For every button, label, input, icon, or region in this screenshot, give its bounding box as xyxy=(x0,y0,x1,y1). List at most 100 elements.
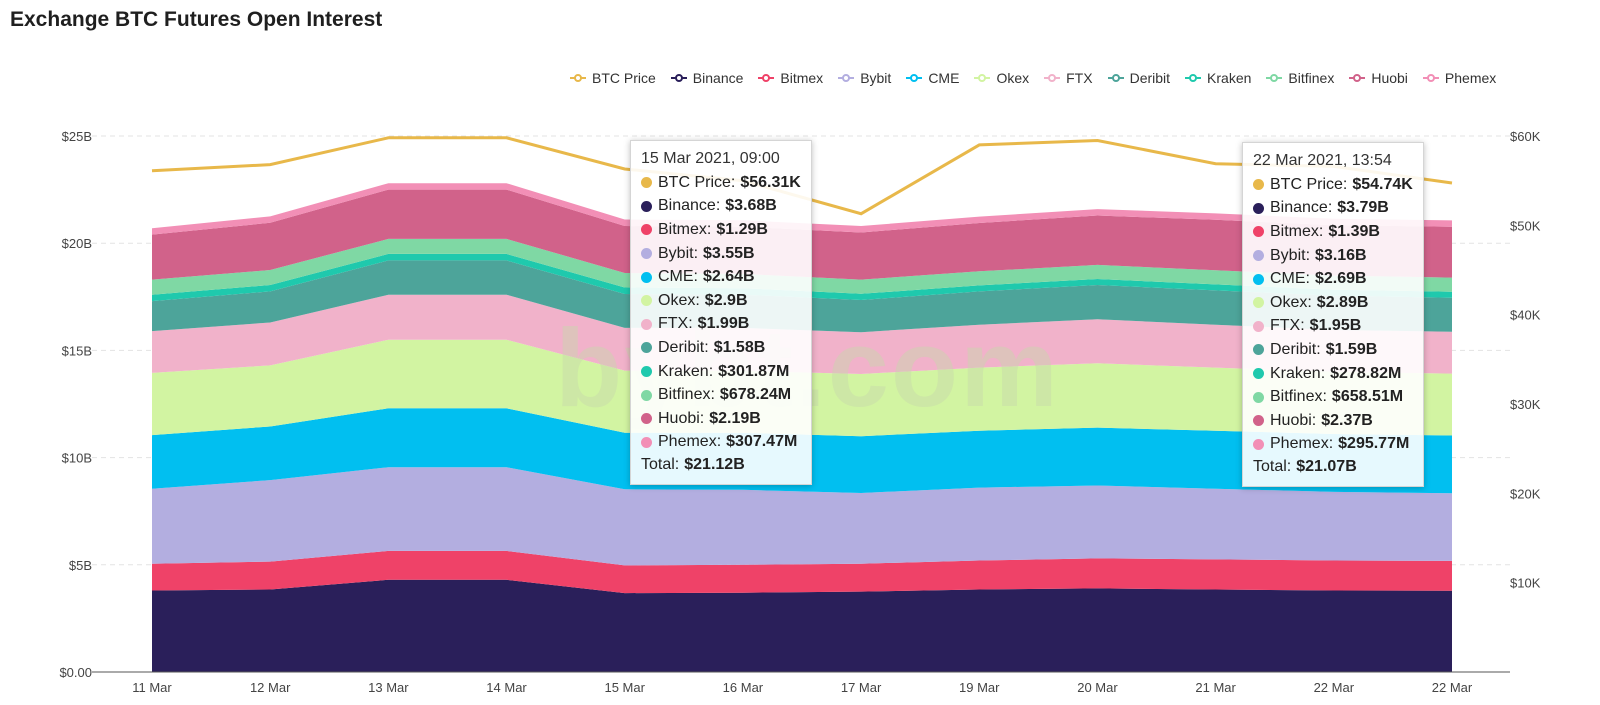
tooltip-series-value: $1.58B xyxy=(713,338,766,356)
tooltip-series-name: Binance: xyxy=(658,197,721,215)
tooltip-series-name: Bybit: xyxy=(658,244,699,262)
tooltip-series-value: $3.55B xyxy=(703,244,755,262)
tooltip-row: CME: $2.64B xyxy=(641,265,801,289)
tooltip-row: Binance: $3.68B xyxy=(641,195,801,219)
tooltip-header: 15 Mar 2021, 09:00 xyxy=(641,150,780,167)
legend-label: Kraken xyxy=(1207,70,1252,86)
tooltip-series-value: $1.99B xyxy=(697,315,750,333)
series-dot-icon xyxy=(1253,391,1264,403)
tooltip-series-value: $3.16B xyxy=(1315,246,1367,264)
legend-item-bitfinex[interactable]: Bitfinex xyxy=(1266,68,1334,88)
tooltip-series-value: $54.74K xyxy=(1352,175,1413,193)
area-bitmex xyxy=(152,550,1452,594)
series-dot-icon xyxy=(641,224,652,236)
legend-swatch-icon xyxy=(838,74,855,82)
x-tick-label: 17 Mar xyxy=(841,680,882,695)
legend-item-huobi[interactable]: Huobi xyxy=(1349,68,1408,88)
tooltip-series-name: Huobi: xyxy=(658,409,705,427)
tooltip-series-value: $1.29B xyxy=(716,220,768,238)
series-dot-icon xyxy=(1253,344,1264,356)
tooltip-series-name: Bybit: xyxy=(1270,246,1311,264)
tooltip-total: Total: $21.12B xyxy=(641,454,801,476)
tooltip-series-value: $2.89B xyxy=(1316,293,1369,311)
tooltip-row: FTX: $1.99B xyxy=(641,313,801,337)
tooltip-series-name: Phemex: xyxy=(658,433,722,451)
tooltip-series-name: FTX: xyxy=(658,315,693,333)
legend-item-btc-price[interactable]: BTC Price xyxy=(570,68,656,88)
tooltip-row: Kraken: $278.82M xyxy=(1253,362,1413,386)
series-dot-icon xyxy=(1253,226,1264,238)
area-binance xyxy=(152,579,1452,672)
y-right-tick-label: $30K xyxy=(1510,397,1541,412)
tooltip-row: Bybit: $3.16B xyxy=(1253,244,1413,268)
legend-item-kraken[interactable]: Kraken xyxy=(1185,68,1251,88)
tooltip-series-value: $1.59B xyxy=(1325,340,1378,358)
tooltip-row: Deribit: $1.58B xyxy=(641,336,801,360)
tooltip-series-value: $658.51M xyxy=(1331,388,1404,406)
series-dot-icon xyxy=(1253,320,1264,332)
tooltip-row: Phemex: $295.77M xyxy=(1253,433,1413,457)
series-dot-icon xyxy=(1253,179,1264,191)
tooltip-row: Bitmex: $1.39B xyxy=(1253,220,1413,244)
tooltip-series-name: Bitfinex: xyxy=(658,386,715,404)
tooltip-series-value: $56.31K xyxy=(740,173,801,191)
x-tick-label: 22 Mar xyxy=(1432,680,1473,695)
y-right-tick-label: $20K xyxy=(1510,486,1541,501)
chart-legend: BTC Price Binance Bitmex Bybit CME Okex FTX Der… xyxy=(570,68,1511,88)
tooltip-row: BTC Price: $54.74K xyxy=(1253,173,1413,197)
legend-swatch-icon xyxy=(974,74,991,82)
tooltip-row: Bitmex: $1.29B xyxy=(641,218,801,242)
y-left-tick-label: $0.00 xyxy=(59,665,92,680)
tooltip-series-value: $678.24M xyxy=(719,386,792,404)
tooltip-series-name: Bitmex: xyxy=(1270,222,1324,240)
legend-swatch-icon xyxy=(1422,74,1439,82)
legend-item-bitmex[interactable]: Bitmex xyxy=(758,68,823,88)
tooltip-row: Binance: $3.79B xyxy=(1253,197,1413,221)
tooltip-row: Deribit: $1.59B xyxy=(1253,338,1413,362)
series-dot-icon xyxy=(1253,368,1264,380)
legend-swatch-icon xyxy=(570,74,586,82)
tooltip-series-value: $3.68B xyxy=(725,197,777,215)
tooltip-series-name: CME: xyxy=(658,268,698,286)
tooltip-total-label: Total: xyxy=(1253,458,1292,476)
x-tick-label: 13 Mar xyxy=(368,680,409,695)
series-dot-icon xyxy=(1253,438,1264,450)
legend-label: Binance xyxy=(692,70,744,86)
tooltip-15-mar: 15 Mar 2021, 09:00 BTC Price: $56.31K Binan… xyxy=(630,140,812,486)
series-dot-icon xyxy=(641,295,652,307)
tooltip-series-name: Deribit: xyxy=(658,338,709,356)
tooltip-row: Bybit: $3.55B xyxy=(641,242,801,266)
tooltip-series-value: $301.87M xyxy=(718,362,790,380)
chart-title: Exchange BTC Futures Open Interest xyxy=(10,8,383,31)
legend-item-deribit[interactable]: Deribit xyxy=(1107,68,1170,88)
tooltip-series-name: CME: xyxy=(1270,270,1310,288)
legend-item-phemex[interactable]: Phemex xyxy=(1422,68,1496,88)
legend-label: Bitfinex xyxy=(1288,70,1335,86)
series-dot-icon xyxy=(1253,250,1264,262)
tooltip-row: Kraken: $301.87M xyxy=(641,360,801,384)
tooltip-series-name: Okex: xyxy=(1270,293,1312,311)
series-dot-icon xyxy=(1253,297,1264,309)
x-tick-label: 19 Mar xyxy=(959,680,1000,695)
tooltip-series-value: $2.64B xyxy=(703,268,755,286)
series-dot-icon xyxy=(641,271,652,283)
legend-item-okex[interactable]: Okex xyxy=(974,68,1029,88)
x-tick-label: 20 Mar xyxy=(1077,680,1118,695)
legend-label: FTX xyxy=(1066,70,1093,86)
legend-item-ftx[interactable]: FTX xyxy=(1044,68,1093,88)
y-right-tick-label: $50K xyxy=(1510,218,1541,233)
tooltip-series-name: Okex: xyxy=(658,291,700,309)
legend-item-bybit[interactable]: Bybit xyxy=(838,68,891,88)
series-dot-icon xyxy=(641,436,652,448)
tooltip-row: Okex: $2.9B xyxy=(641,289,801,313)
tooltip-row: Huobi: $2.37B xyxy=(1253,409,1413,433)
legend-item-binance[interactable]: Binance xyxy=(670,68,744,88)
series-dot-icon xyxy=(1253,415,1264,427)
tooltip-header: 22 Mar 2021, 13:54 xyxy=(1253,152,1392,169)
tooltip-series-name: Kraken: xyxy=(658,362,714,380)
tooltip-series-name: Bitfinex: xyxy=(1270,388,1327,406)
legend-label: Okex xyxy=(996,70,1030,86)
tooltip-22-mar: 22 Mar 2021, 13:54 BTC Price: $54.74K Binan… xyxy=(1242,142,1424,488)
tooltip-total-value: $21.12B xyxy=(684,456,745,474)
legend-item-cme[interactable]: CME xyxy=(906,68,959,88)
